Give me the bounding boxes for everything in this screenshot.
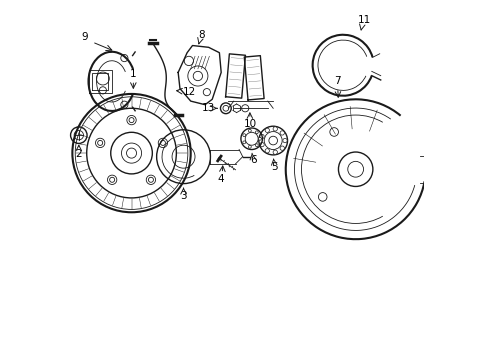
Text: 2: 2 (75, 149, 82, 159)
Text: 7: 7 (334, 76, 340, 86)
Circle shape (243, 141, 245, 144)
Text: 4: 4 (218, 174, 224, 184)
Circle shape (248, 145, 251, 148)
Circle shape (248, 129, 251, 132)
Circle shape (272, 150, 277, 154)
Circle shape (272, 127, 277, 131)
Circle shape (264, 128, 269, 132)
Circle shape (280, 146, 284, 150)
Circle shape (255, 144, 258, 147)
Text: 5: 5 (271, 162, 278, 172)
Text: 10: 10 (243, 120, 256, 129)
Text: 13: 13 (202, 103, 215, 113)
Text: 1: 1 (130, 69, 136, 79)
Circle shape (260, 134, 264, 139)
Text: 9: 9 (81, 32, 88, 41)
Text: 3: 3 (180, 191, 186, 201)
Circle shape (282, 138, 286, 143)
Circle shape (280, 131, 284, 135)
Text: 11: 11 (357, 15, 370, 26)
Text: 6: 6 (250, 155, 256, 165)
Text: 8: 8 (198, 30, 204, 40)
Text: 12: 12 (183, 87, 196, 97)
Circle shape (258, 137, 261, 140)
Circle shape (260, 143, 264, 147)
Circle shape (243, 134, 245, 136)
Circle shape (264, 149, 269, 153)
Circle shape (255, 131, 258, 134)
